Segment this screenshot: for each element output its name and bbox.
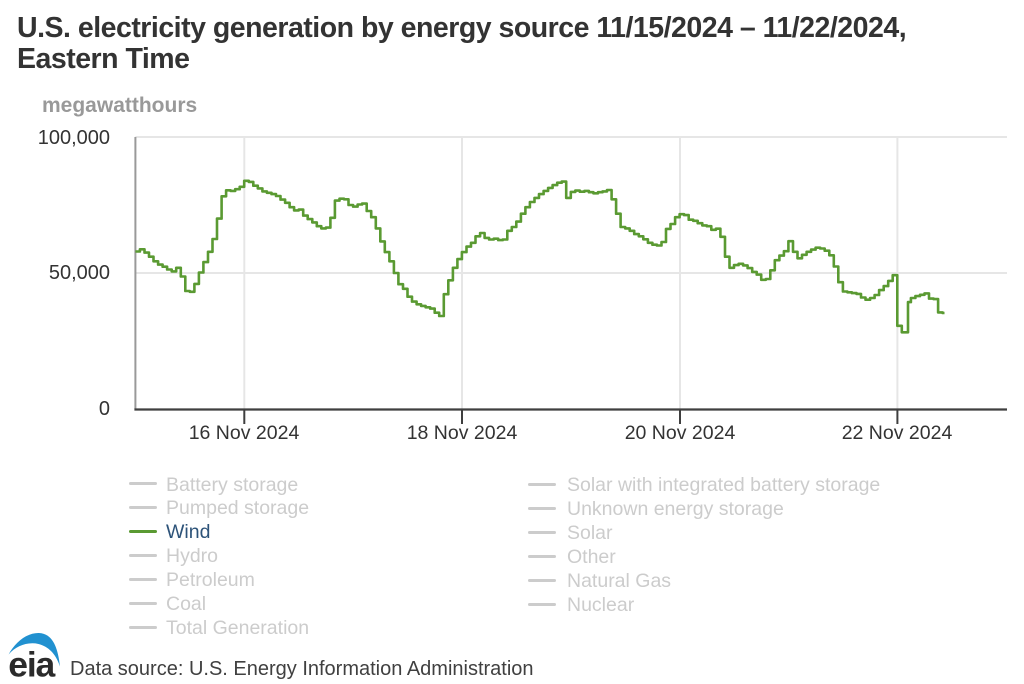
svg-text:eia: eia (8, 645, 55, 684)
